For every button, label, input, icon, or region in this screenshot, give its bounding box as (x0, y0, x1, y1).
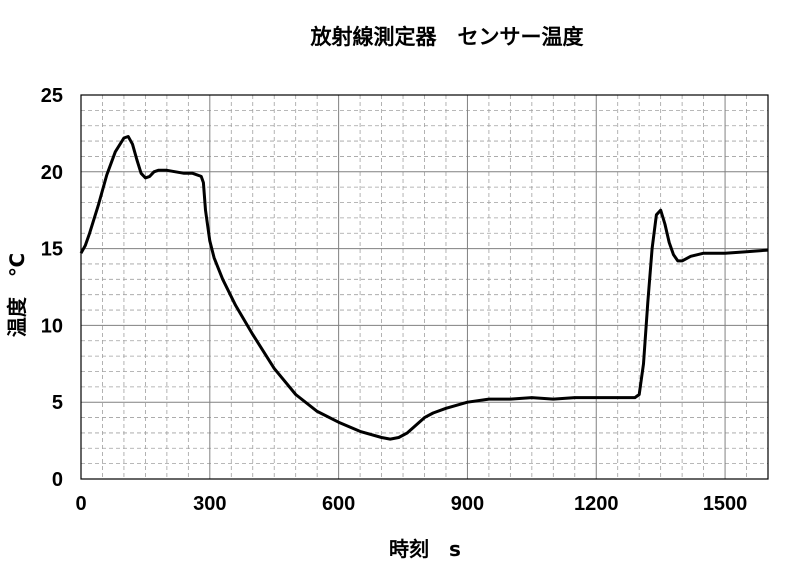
x-tick-label: 900 (451, 493, 484, 515)
grid-lines (81, 95, 768, 479)
x-tick-label: 1200 (574, 493, 619, 515)
axis-tick-labels: 0 300 600 900 1200 1500 0 5 10 15 20 25 (41, 85, 748, 515)
x-tick-label: 1500 (703, 493, 748, 515)
x-tick-label: 300 (193, 493, 226, 515)
y-tick-label: 20 (41, 162, 63, 184)
y-axis-label: 温度 ℃ (5, 253, 29, 337)
series-line (79, 135, 769, 441)
y-tick-label: 25 (41, 85, 63, 107)
y-tick-label: 15 (41, 239, 63, 261)
chart-title: 放射線測定器 センサー温度 (310, 25, 584, 49)
y-tick-label: 0 (52, 469, 63, 491)
y-tick-label: 10 (41, 315, 63, 337)
x-tick-label: 0 (75, 493, 86, 515)
x-tick-label: 600 (322, 493, 355, 515)
x-axis-label: 時刻 s (389, 537, 461, 561)
y-tick-label: 5 (52, 392, 63, 414)
plot-frame (80, 94, 769, 480)
